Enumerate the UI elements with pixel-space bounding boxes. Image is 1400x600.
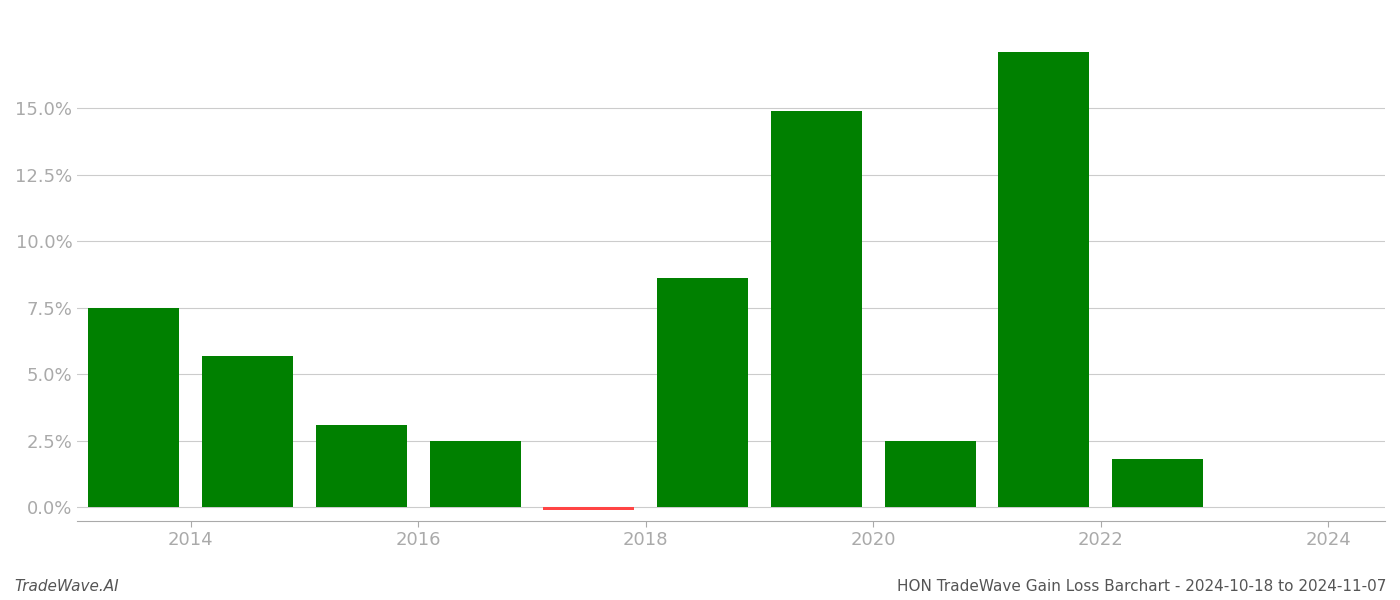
Bar	[88, 308, 179, 507]
Bar	[771, 111, 862, 507]
Bar	[543, 507, 634, 510]
Bar	[998, 52, 1089, 507]
Bar	[657, 278, 748, 507]
Bar	[316, 425, 407, 507]
Bar	[202, 356, 293, 507]
Text: HON TradeWave Gain Loss Barchart - 2024-10-18 to 2024-11-07: HON TradeWave Gain Loss Barchart - 2024-…	[896, 579, 1386, 594]
Bar	[1112, 460, 1203, 507]
Bar	[885, 441, 976, 507]
Bar	[430, 441, 521, 507]
Text: TradeWave.AI: TradeWave.AI	[14, 579, 119, 594]
